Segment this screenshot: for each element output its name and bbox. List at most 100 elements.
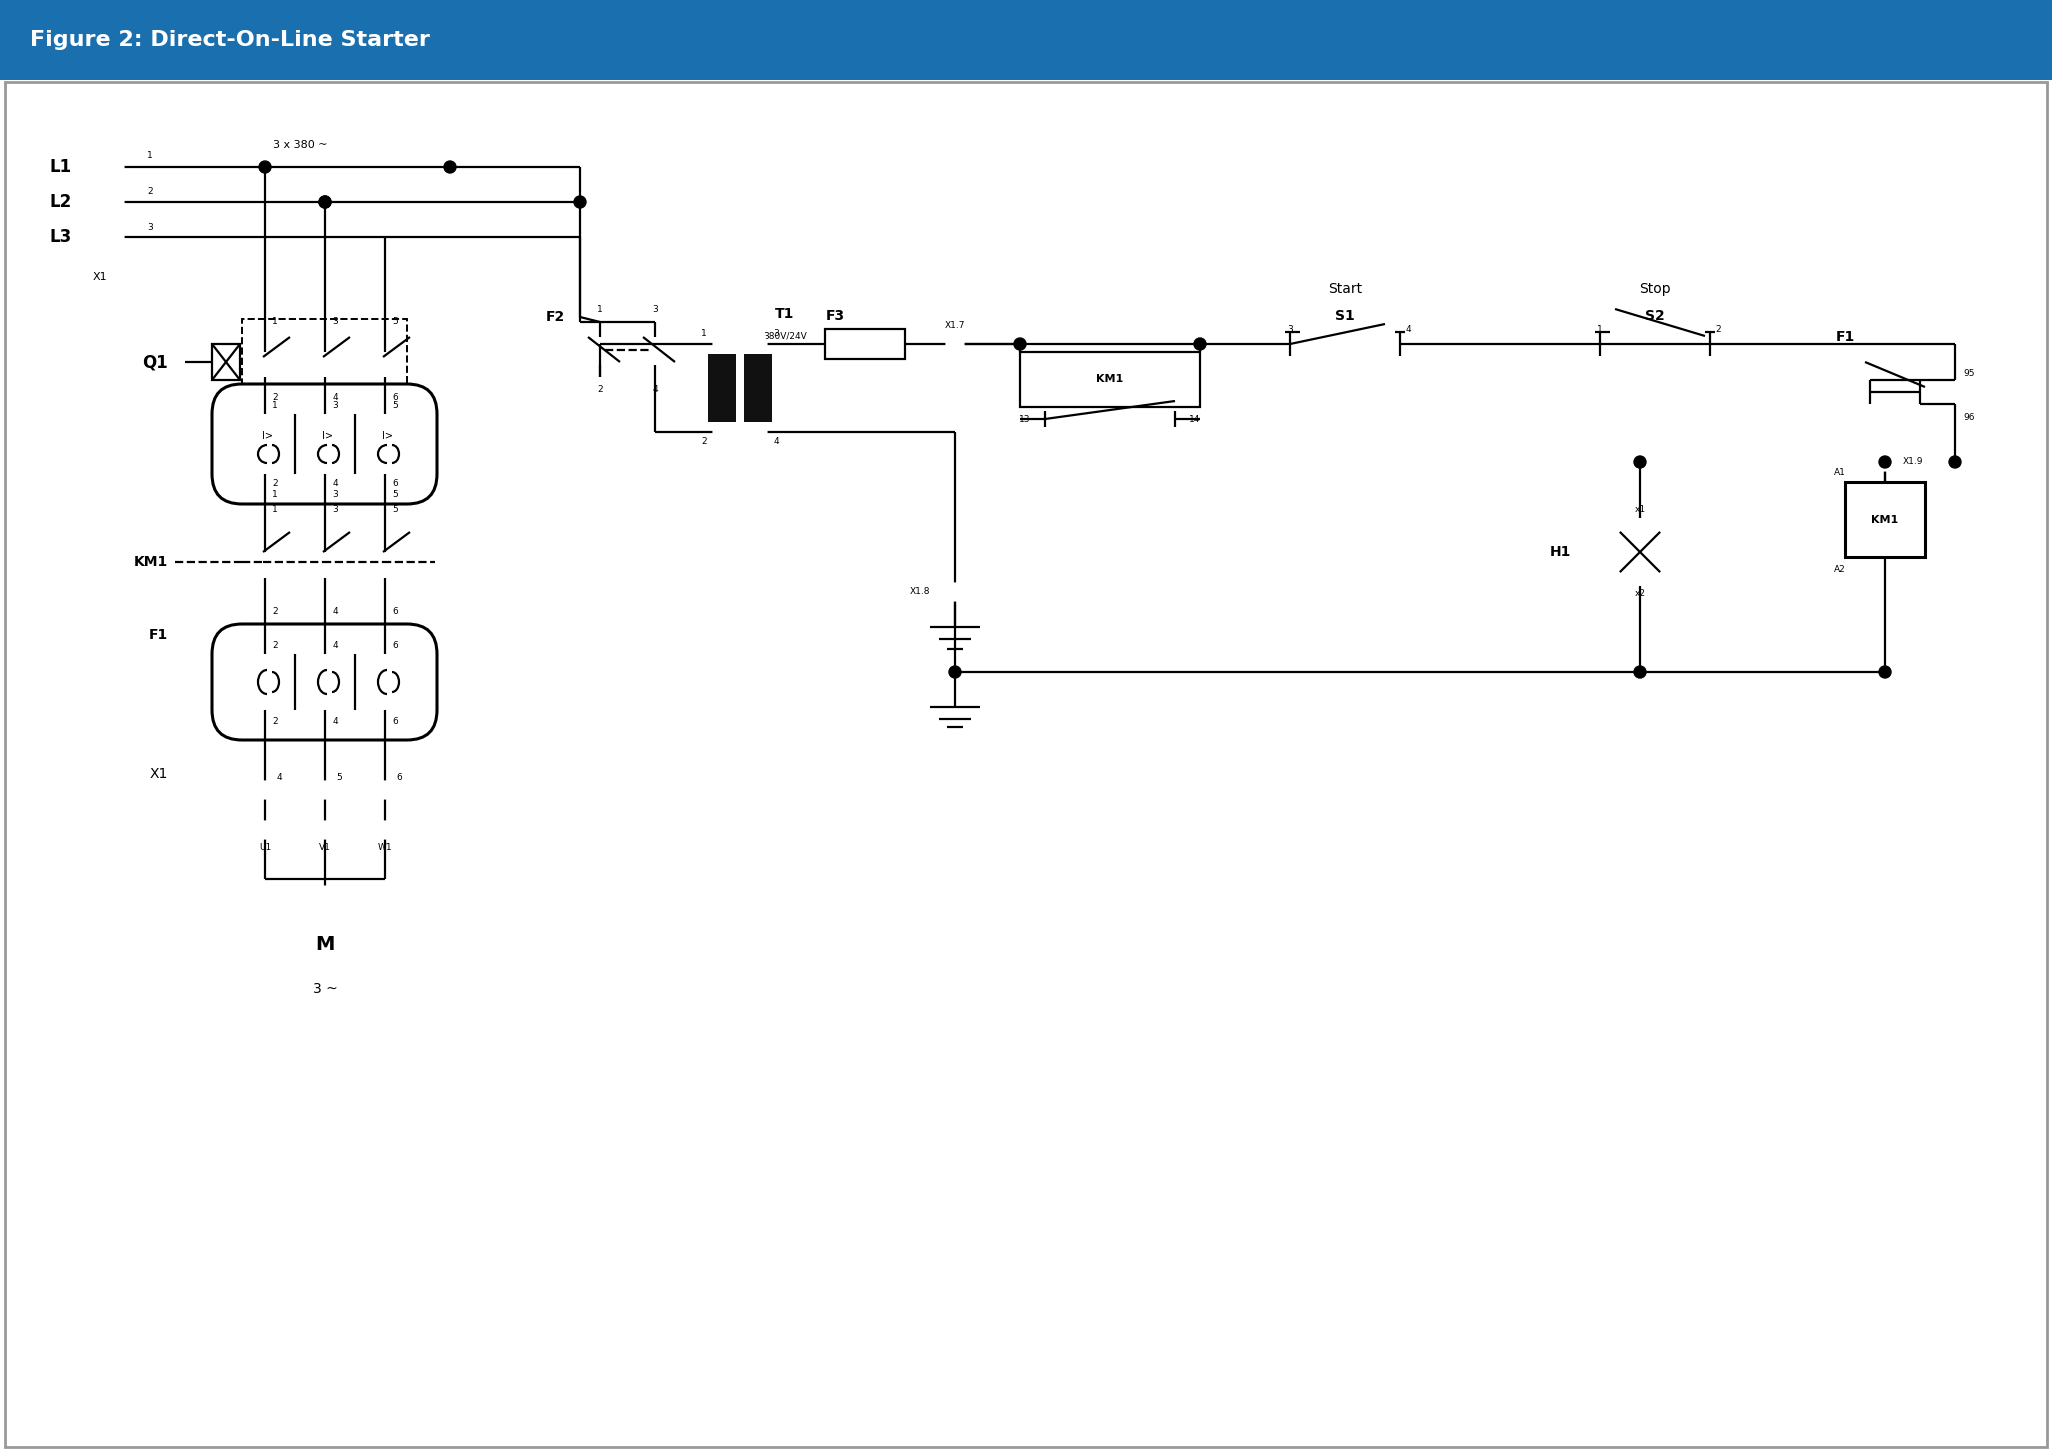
Circle shape	[749, 335, 767, 353]
Text: 2: 2	[148, 187, 152, 196]
Text: T1: T1	[776, 306, 794, 321]
Text: 6: 6	[392, 479, 398, 488]
Text: F1: F1	[148, 629, 168, 642]
Circle shape	[318, 196, 330, 208]
Text: 5: 5	[392, 489, 398, 498]
Circle shape	[946, 584, 964, 601]
Text: 3: 3	[332, 318, 339, 327]
FancyBboxPatch shape	[708, 354, 737, 423]
Circle shape	[376, 781, 394, 799]
Text: I>: I>	[322, 431, 332, 441]
Text: 6: 6	[392, 392, 398, 402]
Circle shape	[749, 424, 767, 440]
Text: F3: F3	[825, 309, 845, 322]
Text: 4: 4	[277, 774, 281, 783]
Text: X1: X1	[150, 767, 168, 781]
FancyBboxPatch shape	[1020, 351, 1200, 407]
Text: A1: A1	[1834, 468, 1847, 476]
Text: 1: 1	[273, 401, 277, 409]
Text: 3: 3	[653, 305, 659, 315]
Text: 6: 6	[392, 607, 398, 617]
Circle shape	[316, 822, 334, 838]
Text: 3: 3	[774, 330, 780, 338]
FancyBboxPatch shape	[745, 354, 772, 423]
Text: 3: 3	[332, 401, 339, 409]
Text: KM1: KM1	[1096, 375, 1124, 385]
Text: Start: Start	[1328, 282, 1363, 296]
Circle shape	[443, 161, 456, 173]
FancyBboxPatch shape	[825, 330, 905, 359]
Circle shape	[256, 822, 273, 838]
FancyBboxPatch shape	[211, 624, 437, 741]
Text: 4: 4	[653, 385, 659, 393]
Text: x1: x1	[1635, 505, 1646, 514]
Text: V1: V1	[318, 844, 330, 852]
Text: Stop: Stop	[1640, 282, 1670, 296]
Text: 3 x 380 ~: 3 x 380 ~	[273, 139, 326, 150]
Circle shape	[1613, 524, 1668, 579]
Text: Figure 2: Direct-On-Line Starter: Figure 2: Direct-On-Line Starter	[31, 30, 429, 49]
Circle shape	[1949, 456, 1962, 468]
Text: 95: 95	[1964, 369, 1974, 379]
Text: 1: 1	[273, 504, 277, 514]
Text: 4: 4	[332, 479, 339, 488]
Text: 6: 6	[396, 774, 402, 783]
Circle shape	[107, 228, 123, 245]
FancyBboxPatch shape	[211, 344, 240, 380]
Circle shape	[1014, 338, 1026, 350]
Text: 4: 4	[1406, 325, 1412, 334]
Text: 3 ~: 3 ~	[312, 982, 337, 996]
Text: 2: 2	[702, 437, 706, 447]
Text: Q1: Q1	[142, 353, 168, 372]
FancyBboxPatch shape	[0, 0, 2052, 80]
Text: 96: 96	[1964, 412, 1974, 421]
Circle shape	[575, 196, 587, 208]
Text: 1: 1	[1596, 325, 1603, 334]
Text: H1: H1	[1549, 544, 1570, 559]
Circle shape	[1876, 453, 1894, 470]
Text: 5: 5	[392, 318, 398, 327]
Circle shape	[948, 666, 960, 678]
Text: 380V/24V: 380V/24V	[763, 331, 806, 341]
Text: S2: S2	[1646, 309, 1664, 322]
Text: 2: 2	[273, 716, 277, 726]
Text: 2: 2	[273, 642, 277, 650]
Text: 3: 3	[332, 489, 339, 498]
Text: I>: I>	[382, 431, 392, 441]
Text: x2: x2	[1635, 590, 1646, 598]
Circle shape	[107, 158, 123, 176]
Text: 1: 1	[597, 305, 603, 315]
Text: 4: 4	[332, 607, 339, 617]
Circle shape	[1194, 338, 1207, 350]
Circle shape	[714, 424, 731, 440]
Text: X1: X1	[92, 272, 107, 282]
Text: 3: 3	[148, 222, 154, 231]
Circle shape	[256, 781, 273, 799]
Text: I>: I>	[261, 431, 273, 441]
Circle shape	[714, 335, 731, 353]
Text: X1.9: X1.9	[1902, 457, 1923, 466]
Text: 4: 4	[332, 392, 339, 402]
Text: KM1: KM1	[1871, 514, 1898, 524]
Circle shape	[244, 887, 404, 1047]
Text: 14: 14	[1190, 414, 1200, 424]
Text: 2: 2	[273, 607, 277, 617]
Text: 2: 2	[273, 479, 277, 488]
Text: L3: L3	[49, 228, 72, 245]
Text: KM1: KM1	[133, 555, 168, 569]
Text: L1: L1	[49, 158, 72, 176]
Circle shape	[1633, 456, 1646, 468]
Text: 2: 2	[273, 392, 277, 402]
Text: 5: 5	[337, 774, 343, 783]
Circle shape	[376, 822, 394, 838]
Circle shape	[946, 335, 964, 353]
Text: 3: 3	[332, 504, 339, 514]
FancyBboxPatch shape	[1845, 482, 1925, 558]
Text: 2: 2	[597, 385, 603, 393]
Text: 1: 1	[148, 151, 154, 160]
Circle shape	[1880, 666, 1892, 678]
Text: 5: 5	[392, 504, 398, 514]
Circle shape	[107, 193, 123, 211]
Text: 2: 2	[1715, 325, 1722, 334]
Text: 13: 13	[1020, 414, 1030, 424]
